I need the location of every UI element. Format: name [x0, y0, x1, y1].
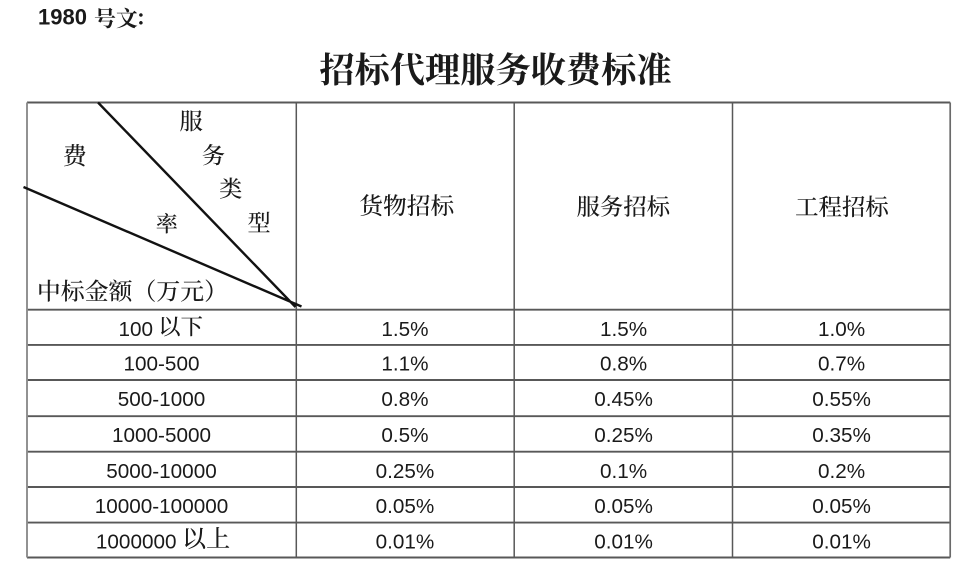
- svg-text:0.8%: 0.8%: [381, 388, 428, 411]
- svg-text:1.5%: 1.5%: [381, 318, 428, 341]
- svg-text:0.7%: 0.7%: [818, 353, 865, 376]
- svg-text:1000000: 1000000: [96, 531, 177, 554]
- svg-text:0.01%: 0.01%: [594, 531, 653, 554]
- svg-text:1.0%: 1.0%: [818, 318, 865, 341]
- svg-text:0.45%: 0.45%: [594, 388, 653, 411]
- svg-text:10000-100000: 10000-100000: [95, 495, 228, 518]
- svg-text:0.01%: 0.01%: [376, 531, 435, 554]
- svg-text:5000-10000: 5000-10000: [106, 460, 216, 483]
- svg-text:1.1%: 1.1%: [381, 353, 428, 376]
- svg-text:0.55%: 0.55%: [812, 388, 871, 411]
- svg-text:1.5%: 1.5%: [600, 318, 647, 341]
- svg-text:100-500: 100-500: [124, 353, 200, 376]
- svg-text:0.35%: 0.35%: [812, 424, 871, 447]
- svg-text:100: 100: [119, 318, 154, 341]
- svg-text:500-1000: 500-1000: [118, 388, 205, 411]
- svg-text:0.25%: 0.25%: [594, 424, 653, 447]
- svg-text:0.25%: 0.25%: [376, 460, 435, 483]
- svg-text:0.01%: 0.01%: [812, 531, 871, 554]
- svg-text:0.1%: 0.1%: [600, 460, 647, 483]
- svg-text:0.05%: 0.05%: [376, 495, 435, 518]
- svg-text:1980: 1980: [38, 4, 87, 29]
- svg-text:0.5%: 0.5%: [381, 424, 428, 447]
- svg-text:0.05%: 0.05%: [594, 495, 653, 518]
- svg-text:1000-5000: 1000-5000: [112, 424, 211, 447]
- svg-text:0.05%: 0.05%: [812, 495, 871, 518]
- svg-text:0.2%: 0.2%: [818, 460, 865, 483]
- svg-text:0.8%: 0.8%: [600, 353, 647, 376]
